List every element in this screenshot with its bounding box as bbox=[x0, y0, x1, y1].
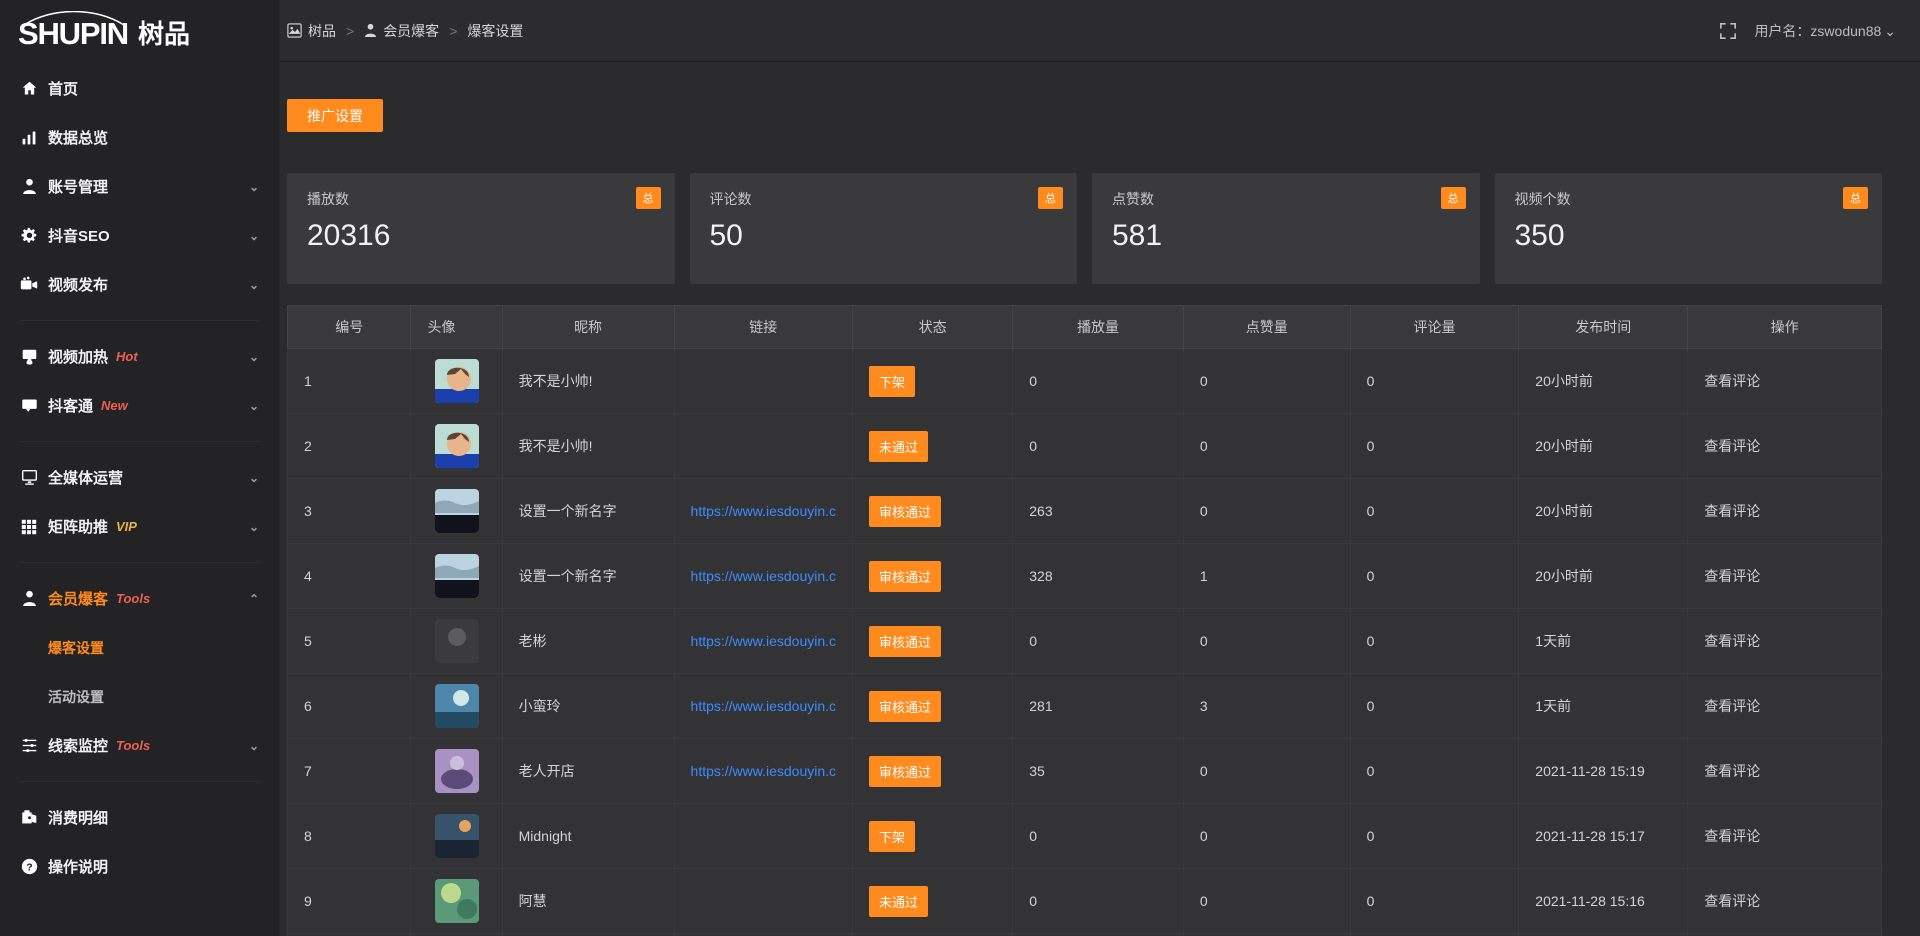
svg-text:?: ? bbox=[26, 862, 32, 873]
svg-text:SHUPIN: SHUPIN bbox=[18, 16, 128, 51]
svg-text:树品: 树品 bbox=[138, 19, 190, 49]
